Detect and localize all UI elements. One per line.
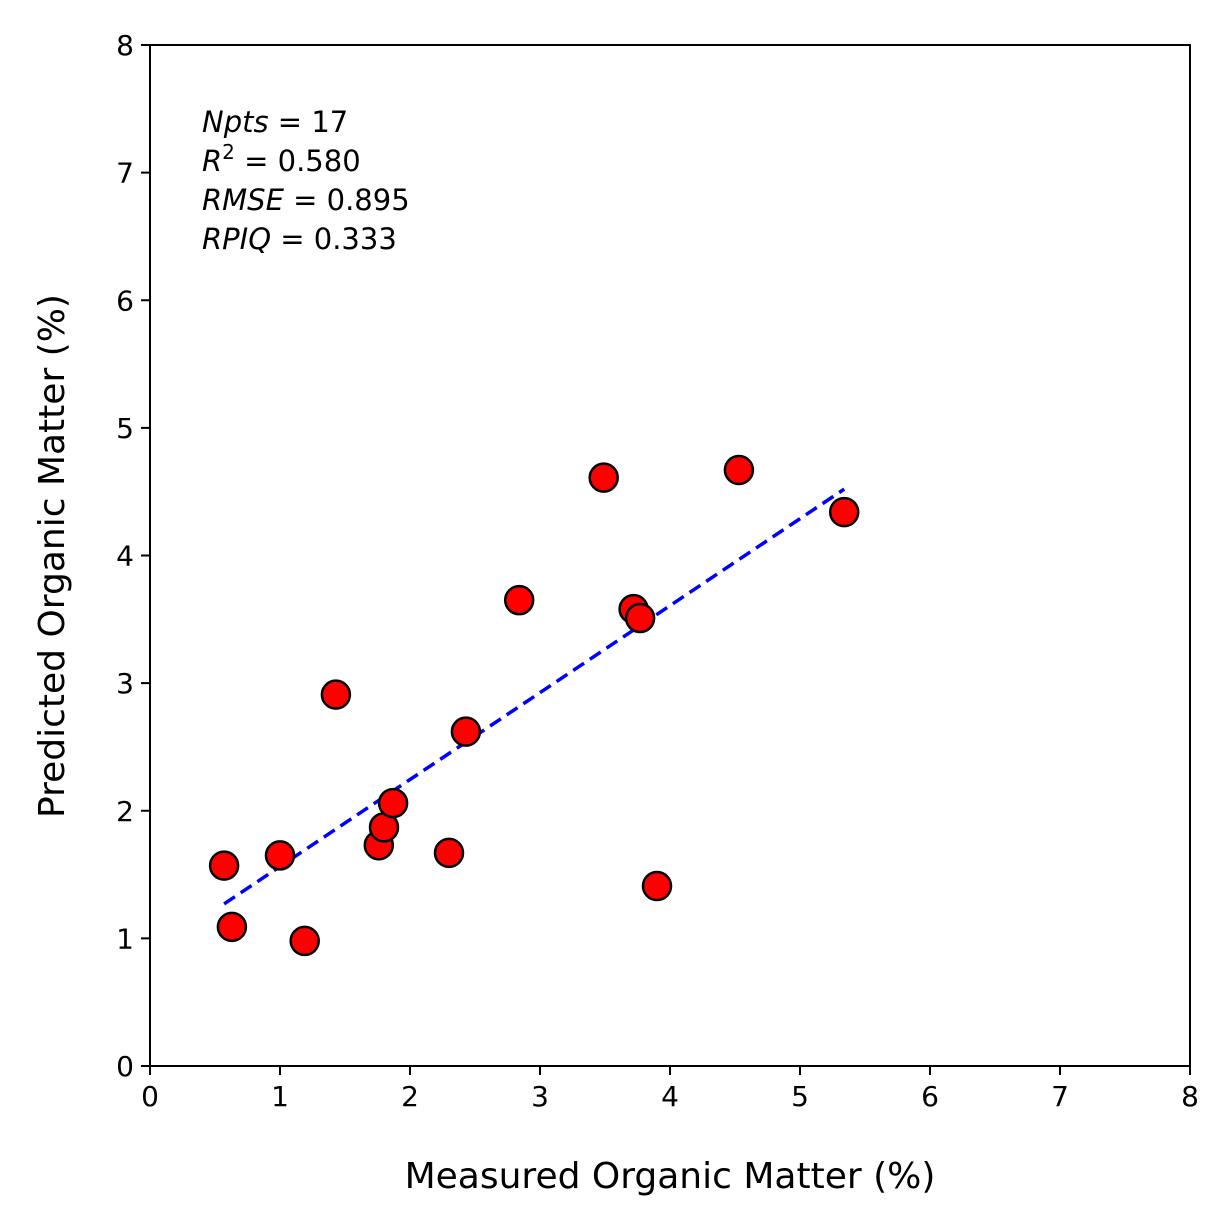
stat-line: Npts = 17: [202, 105, 348, 139]
data-point: [289, 925, 320, 957]
stat-value: = 0.333: [271, 222, 397, 256]
stat-variable: Npts: [202, 105, 269, 139]
x-tick-label: 0: [141, 1080, 159, 1113]
points-layer: [208, 454, 860, 957]
data-point: [641, 870, 673, 902]
data-point: [503, 584, 535, 616]
x-axis-label: Measured Organic Matter (%): [405, 1156, 936, 1197]
stat-variable: R: [202, 144, 222, 178]
data-point: [828, 496, 860, 528]
y-axis: 0 1 2 3 4 5 6 7 8: [116, 29, 150, 1083]
y-tick-label: 5: [116, 412, 134, 445]
stat-variable: RPIQ: [202, 222, 271, 256]
y-tick-label: 1: [116, 922, 134, 955]
x-axis: 0 1 2 3 4 5 6 7 8: [141, 1066, 1199, 1113]
y-tick-label: 7: [116, 157, 134, 190]
x-tick-label: 8: [1181, 1080, 1199, 1113]
stat-value: = 0.895: [284, 183, 410, 217]
x-tick-label: 4: [661, 1080, 679, 1113]
stat-line: R2 = 0.580: [202, 140, 361, 178]
fit-line: [223, 487, 846, 906]
y-tick-label: 8: [116, 29, 134, 62]
data-point: [208, 850, 240, 881]
x-tick-label: 2: [401, 1080, 419, 1113]
x-tick-label: 6: [921, 1080, 939, 1113]
data-point: [433, 837, 465, 869]
stat-value: = 0.580: [235, 144, 361, 178]
data-point: [377, 787, 409, 819]
stat-superscript: 2: [222, 140, 235, 164]
x-tick-label: 7: [1051, 1080, 1069, 1113]
x-tick-label: 3: [531, 1080, 549, 1113]
y-tick-label: 6: [116, 284, 134, 317]
data-point: [320, 679, 352, 710]
data-point: [216, 911, 248, 943]
data-point: [588, 462, 619, 493]
data-point: [723, 454, 755, 486]
data-point: [450, 716, 482, 747]
y-tick-label: 4: [116, 540, 134, 573]
stat-line: RMSE = 0.895: [202, 183, 410, 217]
stat-line: RPIQ = 0.333: [202, 222, 397, 256]
fit-line-layer: [223, 487, 846, 906]
stat-variable: RMSE: [202, 183, 285, 217]
y-tick-label: 0: [116, 1050, 134, 1083]
stat-value: = 17: [269, 105, 349, 139]
y-tick-label: 2: [116, 795, 134, 828]
data-point: [624, 602, 656, 634]
plot-area: [150, 45, 1190, 1066]
x-tick-label: 1: [271, 1080, 289, 1113]
y-tick-label: 3: [116, 667, 134, 700]
y-axis-label: Predicted Organic Matter (%): [32, 294, 73, 818]
data-point: [264, 840, 296, 871]
x-tick-label: 5: [791, 1080, 809, 1113]
